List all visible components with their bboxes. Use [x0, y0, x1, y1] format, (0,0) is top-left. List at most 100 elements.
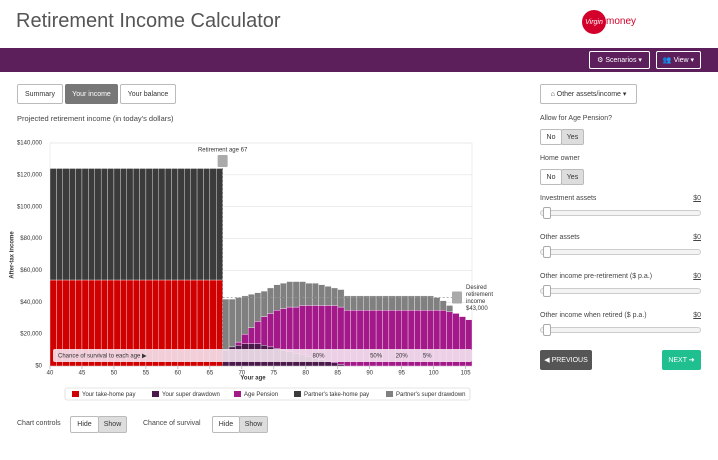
bar-segment	[235, 341, 242, 346]
slider-value: $0	[693, 195, 701, 202]
slider-value: $0	[693, 273, 701, 280]
next-button[interactable]: NEXT ➜	[662, 350, 701, 370]
slider-handle[interactable]	[543, 246, 551, 258]
x-tick-label: 45	[79, 371, 86, 377]
bar-segment	[305, 282, 313, 306]
bar-segment	[171, 168, 179, 281]
bar-segment	[81, 168, 89, 281]
x-tick-label: 65	[207, 371, 214, 377]
retirement-handle	[217, 155, 228, 167]
bar-segment	[369, 295, 377, 311]
tabs: Summary Your income Your balance	[17, 84, 177, 104]
y-tick-label: $140,000	[17, 141, 43, 147]
legend-swatch	[294, 391, 301, 397]
survival-label: Chance of survival	[143, 420, 201, 427]
slider-label: Investment assets	[540, 195, 597, 202]
slider-value: $0	[693, 312, 701, 319]
y-tick-label: $0	[35, 364, 42, 370]
yes-button[interactable]: Yes	[561, 129, 584, 145]
tab[interactable]: Your balance	[120, 84, 176, 104]
y-tick-label: $40,000	[20, 300, 42, 306]
slider-handle[interactable]	[543, 207, 551, 219]
bar-segment	[241, 295, 249, 335]
bar-segment	[331, 362, 338, 367]
hide-button[interactable]: Hide	[212, 416, 240, 433]
bar-segment	[235, 297, 242, 343]
y-tick-label: $20,000	[20, 332, 42, 338]
x-tick-label: 85	[334, 371, 341, 377]
legend-box	[64, 387, 471, 401]
sliders: Investment assets $0 Other assets $0 Other i…	[540, 195, 701, 340]
chart-controls-label: Chart controls	[17, 420, 61, 427]
slider-handle[interactable]	[543, 285, 551, 297]
hide-button[interactable]: Hide	[70, 416, 99, 433]
scenarios-button[interactable]: ⚙ Scenarios ▾	[589, 51, 650, 69]
x-tick-label: 70	[238, 371, 245, 377]
x-tick-label: 40	[47, 371, 54, 377]
slider-handle[interactable]	[543, 324, 551, 336]
view-button[interactable]: 👥 View ▾	[656, 51, 701, 69]
bar-segment	[107, 168, 115, 281]
bar-segment	[120, 168, 127, 281]
desired-income-handle	[452, 291, 462, 304]
bar-segment	[318, 284, 326, 306]
desired-income-label: retirement	[466, 292, 493, 298]
bar-segment	[382, 295, 390, 311]
no-button[interactable]: No	[540, 169, 562, 185]
tab[interactable]: Your income	[65, 84, 118, 104]
logo-mark[interactable]: Virgin	[582, 10, 606, 34]
slider-label: Other income pre-retirement ($ p.a.)	[540, 273, 653, 280]
bar-segment	[439, 300, 447, 311]
bar-segment	[158, 168, 166, 281]
app-title: Retirement Income Calculator	[16, 10, 281, 32]
bar-segment	[177, 168, 185, 281]
survival-band	[53, 349, 472, 362]
bar-segment	[100, 168, 108, 281]
bar-segment	[395, 295, 402, 311]
bar-segment	[260, 316, 268, 346]
show-button[interactable]: Show	[98, 416, 127, 433]
bar-segment	[427, 295, 434, 311]
bar-segment	[248, 294, 255, 328]
bar-segment	[88, 168, 95, 281]
survival-label: Chance of survival to each age ▶	[58, 354, 147, 360]
bar-segment	[280, 282, 287, 309]
logo-word[interactable]: money	[606, 16, 637, 27]
bar-segment	[446, 305, 453, 313]
bar-segment	[126, 168, 134, 281]
x-tick-label: 55	[143, 371, 150, 377]
show-button[interactable]: Show	[239, 416, 268, 433]
legend-label: Partner's take-home pay	[304, 392, 369, 398]
bar-segment	[465, 319, 473, 367]
no-button[interactable]: No	[540, 129, 562, 145]
y-tick-label: $60,000	[20, 268, 42, 274]
yes-button[interactable]: Yes	[561, 169, 584, 185]
bar-segment	[401, 295, 409, 311]
legend-label: Your take-home pay	[82, 392, 135, 398]
bar-segment	[280, 308, 287, 351]
legend-label: Partner's super drawdown	[396, 392, 466, 398]
previous-button[interactable]: ◀ PREVIOUS	[540, 350, 592, 370]
bar-segment	[203, 168, 211, 281]
desired-income-label: income	[466, 299, 486, 305]
bar-segment	[407, 295, 415, 311]
slider-label: Other income when retired ($ p.a.)	[540, 312, 647, 319]
bar-segment	[420, 295, 428, 311]
other-assets-button[interactable]: ⌂ Other assets/income ▾	[540, 84, 637, 104]
tab[interactable]: Summary	[17, 84, 63, 104]
survival-marker: 80%	[313, 354, 326, 360]
x-tick-label: 105	[461, 371, 472, 377]
y-axis-label: After-tax income	[10, 231, 16, 279]
slider-track	[540, 327, 701, 333]
bar-segment	[375, 295, 383, 311]
bar-segment	[305, 305, 313, 357]
bar-segment	[152, 168, 159, 281]
bar-segment	[94, 168, 102, 281]
legend-label: Age Pension	[244, 392, 278, 398]
bar-segment	[337, 289, 345, 308]
legend-swatch	[386, 391, 393, 397]
bar-segment	[222, 298, 230, 351]
bar-segment	[433, 297, 441, 311]
bar-segment	[324, 286, 332, 306]
bar-segment	[254, 321, 262, 344]
